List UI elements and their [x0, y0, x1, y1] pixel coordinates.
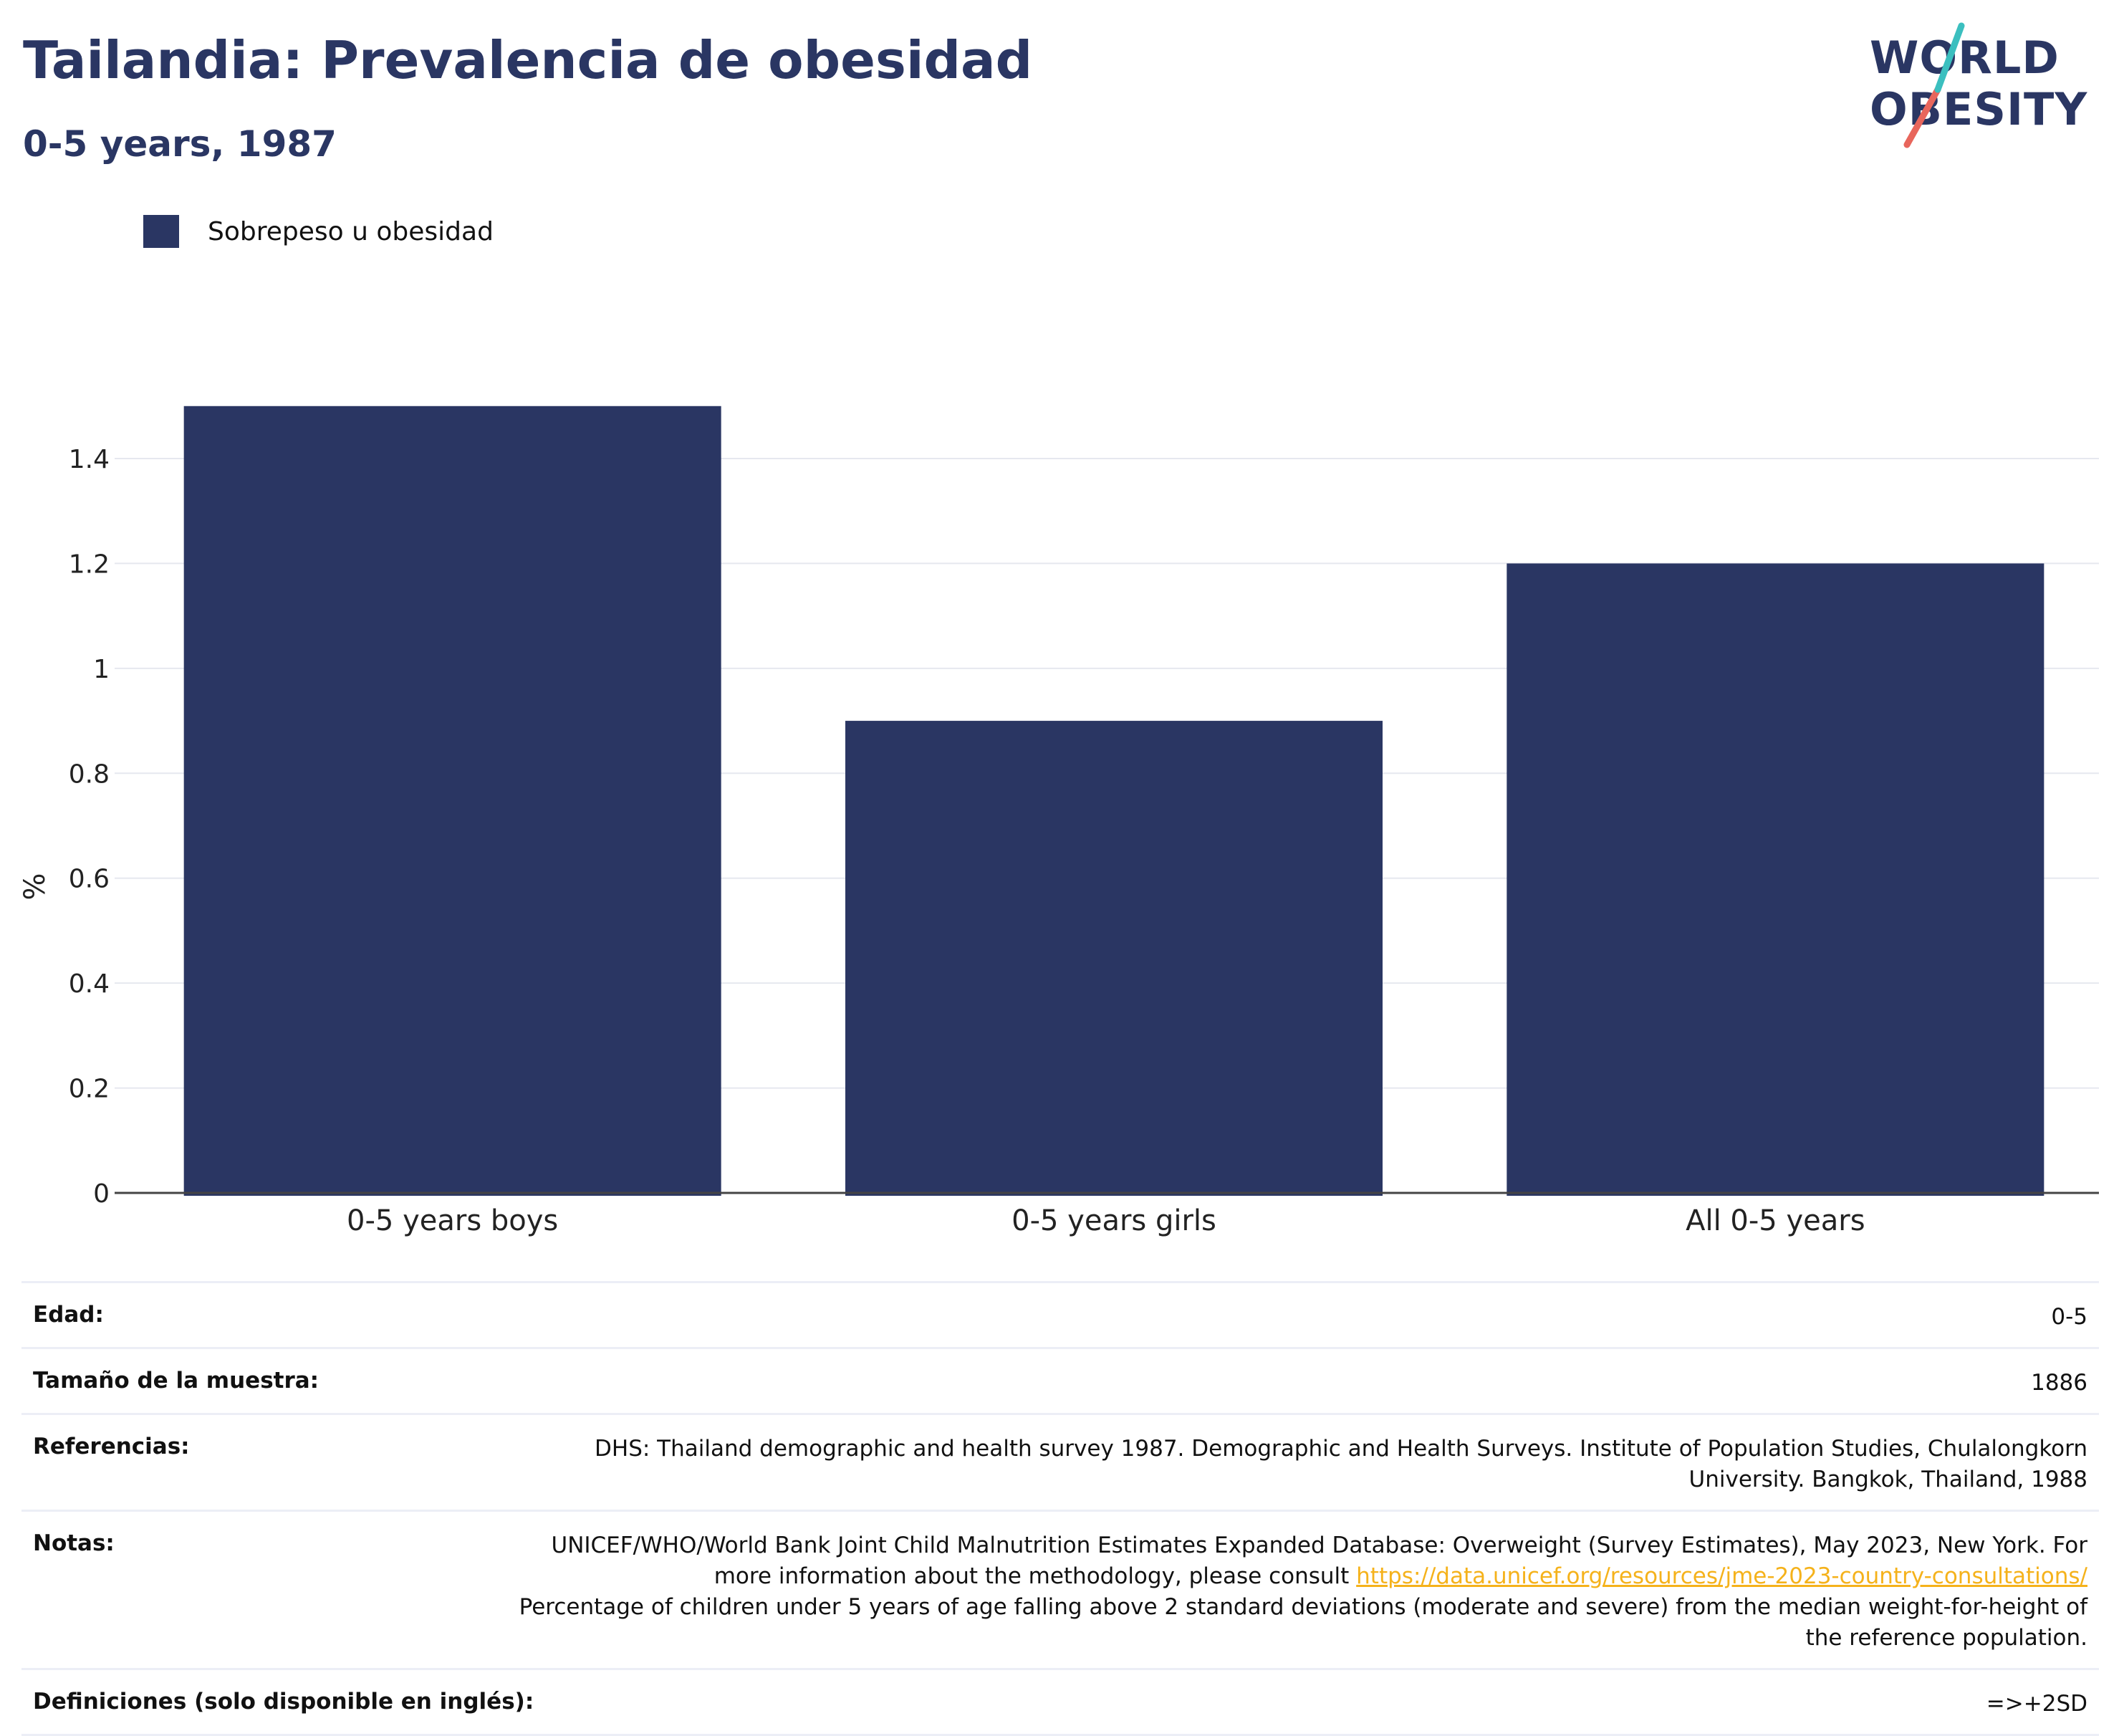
referencias-label: Referencias: — [33, 1434, 190, 1459]
muestra-value: 1886 — [2031, 1370, 2087, 1396]
notas-definition-text: Percentage of children under 5 years of … — [519, 1594, 2087, 1651]
y-axis-title: % — [19, 873, 52, 900]
x-category-label: 0-5 years boys — [347, 1204, 558, 1237]
y-tick-label: 1.2 — [69, 550, 110, 579]
methodology-link[interactable]: https://data.unicef.org/resources/jme-20… — [1356, 1563, 2087, 1589]
referencias-value: DHS: Thailand demographic and health sur… — [595, 1436, 2087, 1492]
chart-title: Tailandia: Prevalencia de obesidad — [23, 30, 1033, 90]
y-tick-label: 0 — [93, 1179, 110, 1209]
info-row-notas: Notas: UNICEF/WHO/World Bank Joint Child… — [21, 1510, 2099, 1668]
notas-value: UNICEF/WHO/World Bank Joint Child Malnut… — [511, 1530, 2087, 1654]
y-tick-label: 0.2 — [69, 1075, 110, 1104]
y-tick-label: 1.4 — [69, 445, 110, 474]
y-tick-label: 0.8 — [69, 759, 110, 789]
x-category-label: 0-5 years girls — [1012, 1204, 1216, 1237]
notas-label: Notas: — [33, 1530, 115, 1556]
info-table: Edad: 0-5 Tamaño de la muestra: 1886 Ref… — [21, 1281, 2099, 1736]
bar[interactable] — [845, 721, 1383, 1196]
y-tick-label: 1 — [93, 655, 110, 684]
info-row-edad: Edad: 0-5 — [21, 1281, 2099, 1347]
chart-legend[interactable]: Sobrepeso u obesidad — [143, 214, 494, 249]
world-obesity-logo: WORLD OBESITY — [1870, 21, 2106, 150]
edad-value: 0-5 — [2051, 1304, 2087, 1330]
definiciones-value: =>+2SD — [1986, 1691, 2087, 1717]
bar[interactable] — [183, 406, 721, 1197]
definiciones-label: Definiciones (solo disponible en inglés)… — [33, 1689, 534, 1715]
info-row-referencias: Referencias: DHS: Thailand demographic a… — [21, 1413, 2099, 1510]
chart-subtitle: 0-5 years, 1987 — [23, 123, 337, 165]
info-row-muestra: Tamaño de la muestra: 1886 — [21, 1347, 2099, 1413]
y-tick-label: 0.6 — [69, 865, 110, 894]
y-tick-label: 0.4 — [69, 969, 110, 999]
muestra-label: Tamaño de la muestra: — [33, 1368, 319, 1394]
bar[interactable] — [1507, 563, 2044, 1196]
info-row-definiciones: Definiciones (solo disponible en inglés)… — [21, 1668, 2099, 1736]
logo-text-obesity: OBESITY — [1870, 83, 2088, 135]
logo-slash-icon — [1903, 22, 1965, 148]
logo-text-world: WORLD — [1870, 32, 2060, 84]
legend-swatch — [143, 215, 179, 248]
notas-text: UNICEF/WHO/World Bank Joint Child Malnut… — [551, 1533, 2088, 1589]
legend-label: Sobrepeso u obesidad — [208, 216, 494, 246]
edad-label: Edad: — [33, 1302, 104, 1328]
x-category-label: All 0-5 years — [1686, 1204, 1865, 1237]
bar-chart: 0 0.2 0.4 0.6 0.8 1 1.2 1.4 0-5 years boys 0-5 y… — [19, 406, 2099, 1237]
